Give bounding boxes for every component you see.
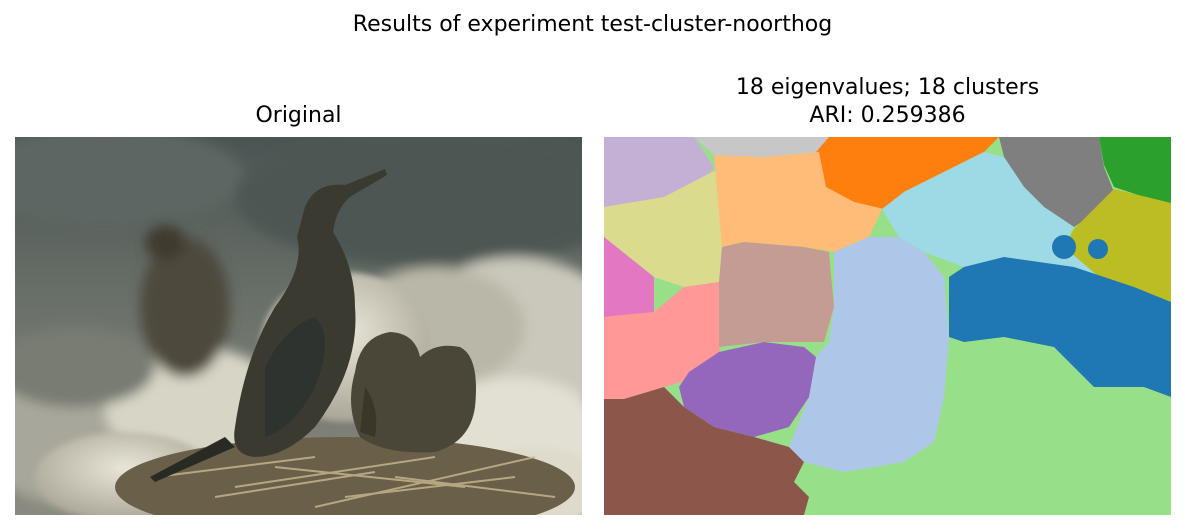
- segment-khaki: [604, 170, 722, 287]
- segment-olive: [1064, 189, 1171, 302]
- segment-green: [1099, 137, 1171, 205]
- segment-rosybrown: [719, 242, 834, 347]
- segmentation-title-line1: 18 eigenvalues; 18 clusters: [735, 75, 1040, 100]
- figure-suptitle: Results of experiment test-cluster-noort…: [352, 12, 833, 37]
- segment-peach: [714, 152, 882, 252]
- segmentation-image: [604, 137, 1171, 515]
- segment-gray: [999, 137, 1114, 227]
- segmentation-svg: [604, 137, 1171, 515]
- segment-lightgray: [694, 137, 829, 157]
- segment-lightcyan: [882, 152, 1099, 277]
- original-photo-svg: [15, 137, 582, 515]
- segment-lavender: [604, 137, 714, 207]
- segment-lightblue: [789, 237, 949, 472]
- segment-orange: [816, 137, 999, 209]
- segment-blue: [949, 257, 1171, 397]
- original-panel-title: Original: [255, 103, 342, 128]
- segment-pink: [604, 237, 654, 317]
- segmentation-panel-title: 18 eigenvalues; 18 clusters ARI: 0.25938…: [604, 74, 1171, 130]
- segment-brown: [604, 387, 809, 515]
- segment-blue-dot2: [1088, 239, 1108, 259]
- segment-purple: [679, 342, 816, 437]
- segment-blue-dot1: [1052, 235, 1076, 259]
- original-image: [15, 137, 582, 515]
- segmentation-title-line2: ARI: 0.259386: [809, 103, 966, 128]
